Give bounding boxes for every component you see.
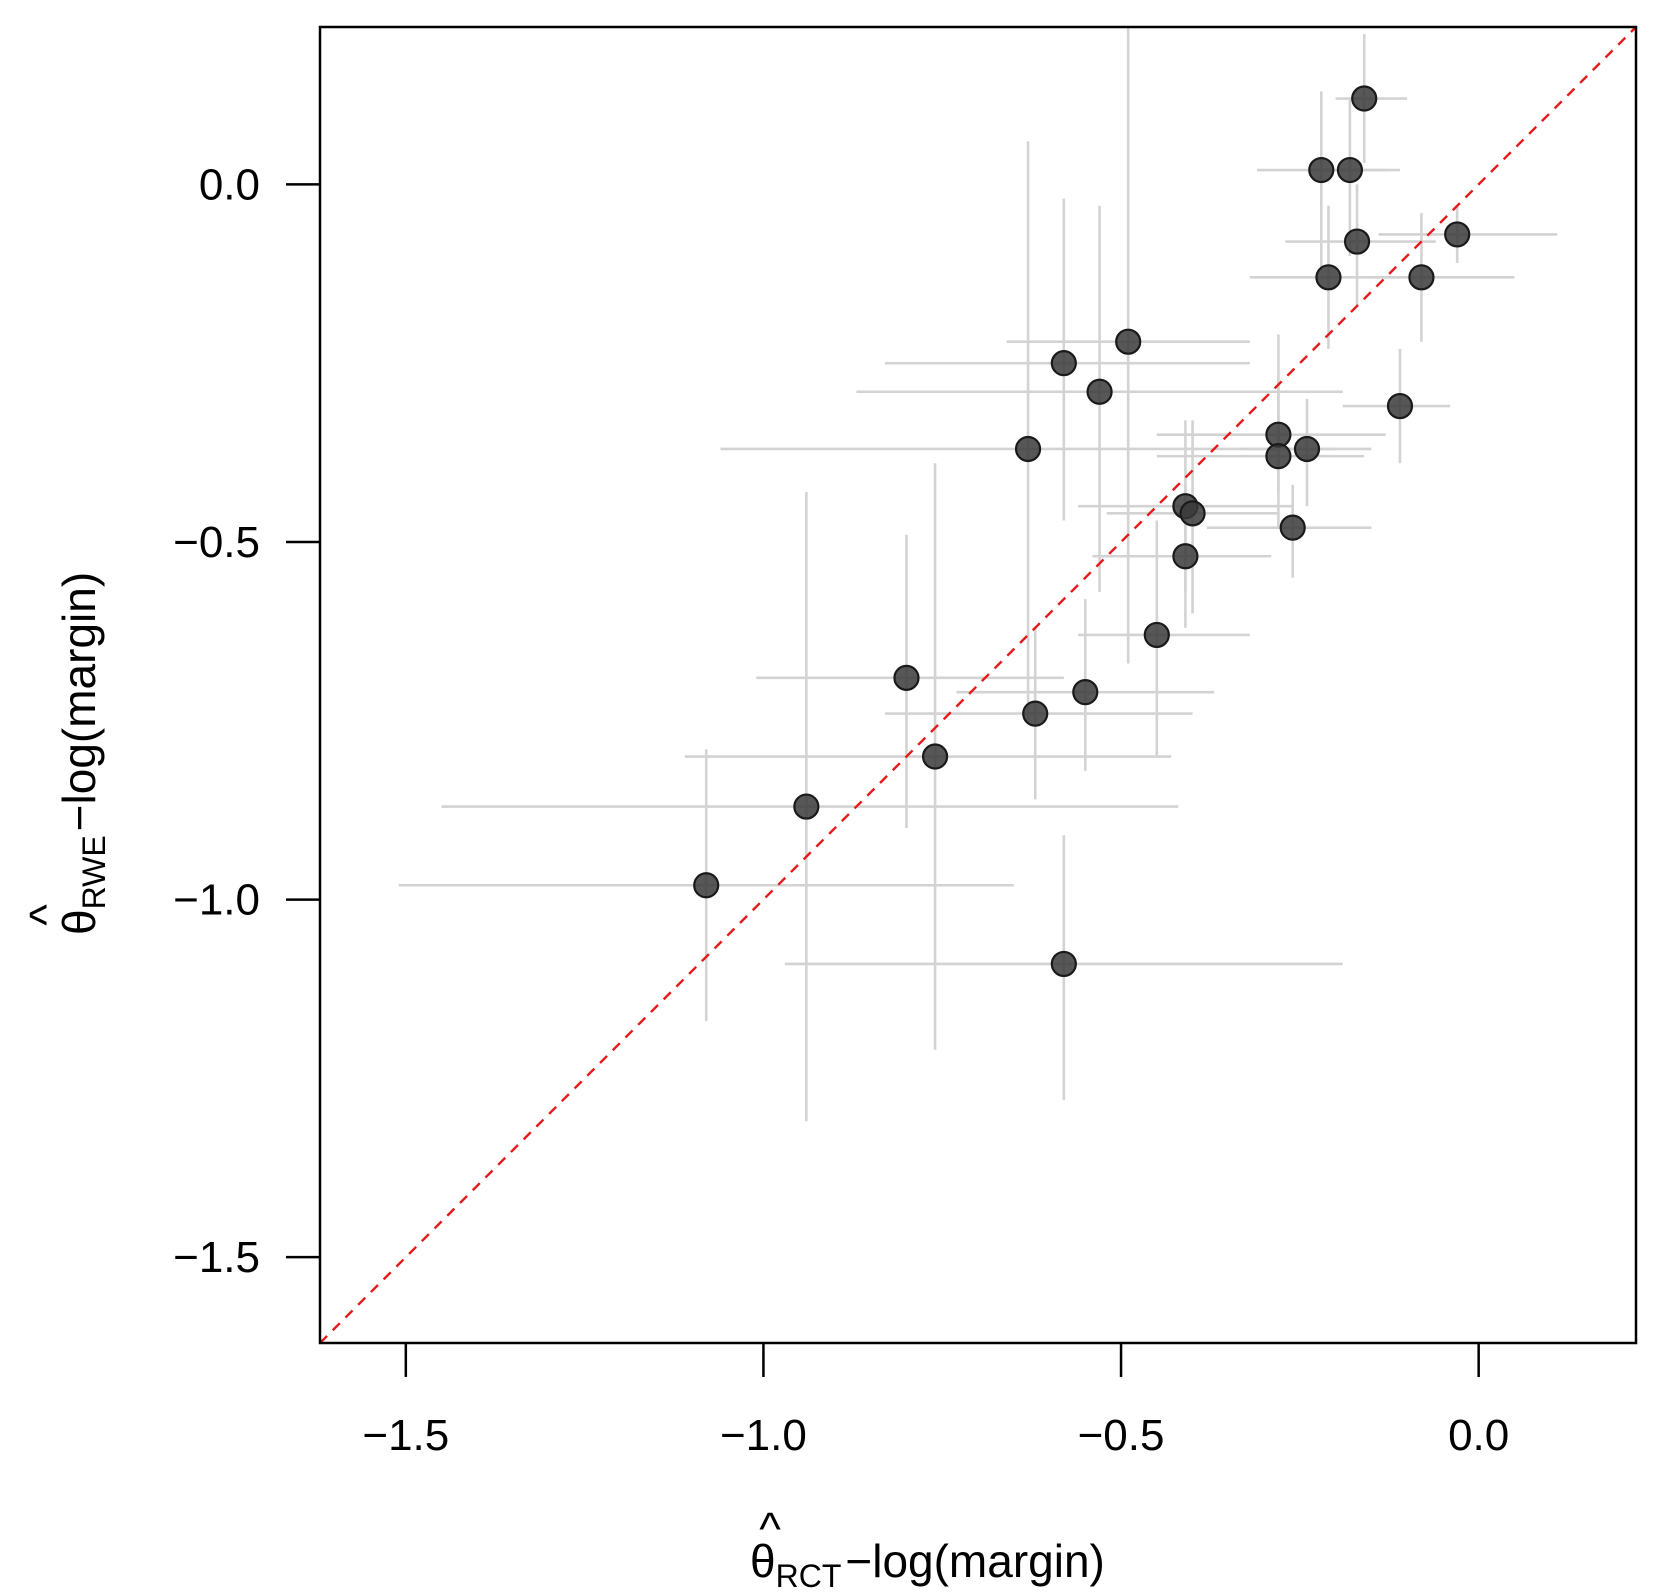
y-tick-label-0: −1.5 — [173, 1233, 260, 1282]
data-point-21 — [893, 664, 920, 691]
x-tick-label-0: −1.5 — [362, 1411, 449, 1460]
y-axis-title-rest: −log(margin) — [53, 572, 105, 832]
data-point-11 — [1386, 392, 1414, 420]
data-point-25 — [793, 793, 820, 820]
data-point-27 — [1050, 950, 1077, 978]
data-point-2 — [1308, 156, 1335, 184]
data-point-10 — [1086, 378, 1113, 405]
data-point-13 — [1014, 435, 1042, 463]
data-point-9 — [1050, 350, 1077, 377]
x-axis-title-symbol: θ — [750, 1535, 776, 1587]
data-point-26 — [693, 872, 720, 899]
data-point-18 — [1279, 514, 1306, 541]
data-point-4 — [1343, 228, 1371, 255]
y-axis: −1.5 −1.0 −0.5 0.0 — [173, 160, 320, 1282]
x-axis-title: ^ θRCT−log(margin) — [750, 1503, 1105, 1594]
data-point-3 — [1336, 156, 1364, 184]
data-point-14 — [1265, 443, 1292, 470]
y-tick-label-2: −0.5 — [173, 518, 260, 567]
x-axis-title-rest: −log(margin) — [845, 1535, 1105, 1587]
y-axis-title-subscript: RWE — [76, 835, 112, 909]
x-tick-label-1: −1.0 — [720, 1411, 807, 1460]
plot-frame — [318, 25, 1638, 1345]
data-point-6 — [1315, 264, 1342, 291]
data-point-15 — [1293, 435, 1321, 463]
error-bars-layer — [398, 27, 1558, 1122]
points-layer — [693, 85, 1471, 978]
x-tick-label-2: −0.5 — [1078, 1411, 1165, 1460]
data-point-24 — [921, 743, 949, 770]
data-point-23 — [1022, 700, 1049, 727]
data-point-19 — [1172, 543, 1199, 570]
identity-reference-line — [320, 27, 1636, 1343]
data-point-7 — [1408, 264, 1435, 291]
data-point-20 — [1143, 621, 1170, 649]
y-axis-title: ^ θRWE−log(margin) — [20, 572, 112, 935]
x-tick-label-3: 0.0 — [1448, 1411, 1509, 1460]
y-axis-title-hat: ^ — [20, 904, 72, 926]
data-point-8 — [1115, 328, 1142, 355]
y-axis-title-symbol: θ — [53, 909, 105, 935]
x-axis: −1.5 −1.0 −0.5 0.0 — [362, 1343, 1509, 1460]
data-point-17 — [1179, 500, 1206, 527]
y-tick-label-1: −1.0 — [173, 876, 260, 925]
reference-line-layer — [320, 27, 1636, 1343]
y-tick-label-3: 0.0 — [199, 160, 260, 209]
data-point-5 — [1444, 221, 1471, 248]
svg-text:θRCT−log(margin): θRCT−log(margin) — [750, 1535, 1105, 1594]
data-point-22 — [1072, 679, 1099, 706]
svg-text:θRWE−log(margin): θRWE−log(margin) — [53, 572, 112, 935]
x-axis-title-hat: ^ — [759, 1503, 781, 1555]
data-point-1 — [1351, 85, 1378, 112]
x-axis-title-subscript: RCT — [776, 1558, 842, 1594]
